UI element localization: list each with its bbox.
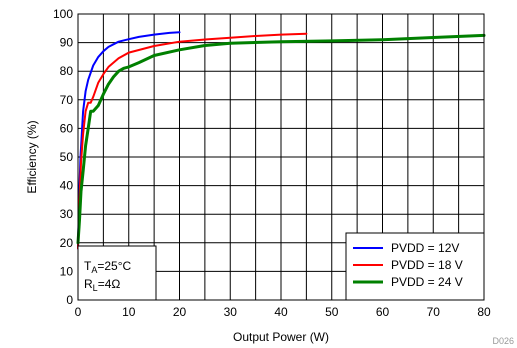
figure-code: D026 <box>492 336 514 346</box>
y-tick-label: 60 <box>60 121 74 135</box>
y-tick-label: 70 <box>60 93 74 107</box>
legend-label: PVDD = 12V <box>391 241 459 255</box>
x-tick-label: 80 <box>477 305 491 319</box>
legend-label: PVDD = 24 V <box>391 275 463 289</box>
y-tick-label: 30 <box>60 207 74 221</box>
y-tick-label: 100 <box>53 7 73 21</box>
conditions-box: TA=25°C RL=4Ω <box>77 245 157 301</box>
y-tick-label: 0 <box>66 293 73 307</box>
y-axis-label: Efficiency (%) <box>25 120 39 193</box>
y-tick-label: 90 <box>60 36 74 50</box>
series-line-1 <box>77 31 181 250</box>
series-line-3 <box>76 33 486 245</box>
y-tick-label: 40 <box>60 179 74 193</box>
legend-label: PVDD = 18 V <box>391 258 463 272</box>
x-tick-label: 20 <box>173 305 187 319</box>
conditions-frame <box>77 245 157 301</box>
legend: PVDD = 12V PVDD = 18 V PVDD = 24 V <box>345 232 485 301</box>
x-tick-label: 0 <box>75 305 82 319</box>
y-tick-label: 10 <box>60 264 74 278</box>
x-tick-label: 60 <box>376 305 390 319</box>
y-tick-label: 50 <box>60 150 74 164</box>
x-axis-label: Output Power (W) <box>233 330 329 344</box>
legend-items: PVDD = 12V PVDD = 18 V PVDD = 24 V <box>353 241 463 289</box>
x-tick-label: 50 <box>325 305 339 319</box>
load-condition: RL=4Ω <box>84 277 120 293</box>
series-line-2 <box>77 32 308 250</box>
x-tick-label: 40 <box>274 305 288 319</box>
y-tick-labels: 0 10 20 30 40 50 60 70 80 90 100 <box>53 7 73 307</box>
series-lines <box>76 31 486 250</box>
plot-frame <box>77 13 485 301</box>
temperature-condition: TA=25°C <box>84 259 132 275</box>
x-tick-label: 10 <box>122 305 136 319</box>
y-tick-label: 80 <box>60 64 74 78</box>
x-tick-label: 30 <box>224 305 238 319</box>
y-tick-label: 20 <box>60 236 74 250</box>
x-tick-label: 70 <box>427 305 441 319</box>
legend-frame <box>345 232 485 301</box>
x-tick-labels: 0 10 20 30 40 50 60 70 80 <box>75 305 491 319</box>
